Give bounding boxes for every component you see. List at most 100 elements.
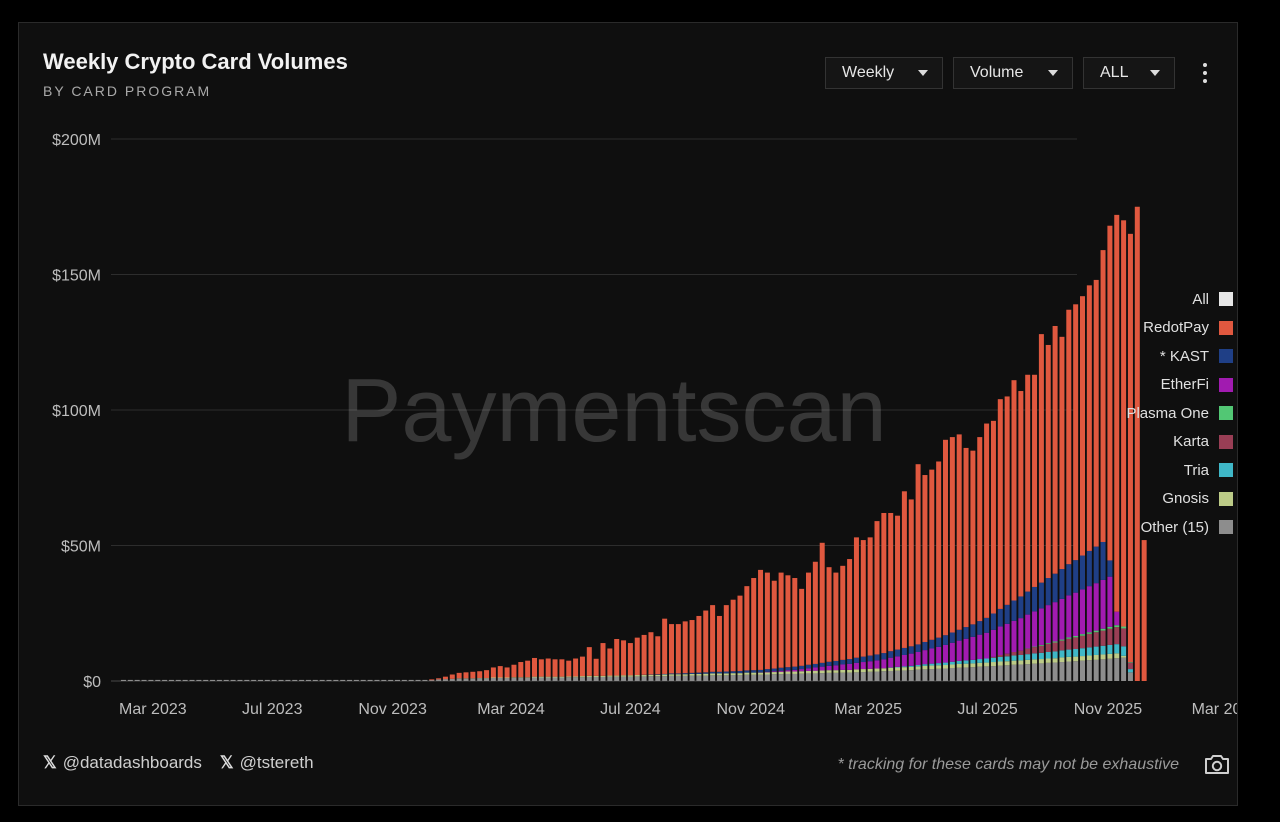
bar-stack[interactable] [1073,304,1079,681]
legend-item[interactable]: Other (15) [1126,513,1233,542]
bar-stack[interactable] [442,676,448,681]
bar-stack[interactable] [333,679,339,681]
bar-stack[interactable] [230,679,236,681]
bar-stack[interactable] [449,674,455,681]
bar-stack[interactable] [634,637,640,681]
bar-stack[interactable] [949,437,955,681]
bar-stack[interactable] [716,615,722,681]
bar-stack[interactable] [737,595,743,681]
bar-stack[interactable] [662,618,668,681]
credit-tstereth[interactable]: 𝕏 @tstereth [220,753,314,773]
bar-stack[interactable] [395,679,400,681]
credit-datadashboards[interactable]: 𝕏 @datadashboards [43,753,202,773]
bar-stack[interactable] [1086,285,1092,681]
interval-dropdown[interactable]: Weekly [825,57,943,89]
bar-stack[interactable] [901,491,907,681]
bar-stack[interactable] [566,660,572,681]
bar-stack[interactable] [956,434,962,681]
bar-stack[interactable] [216,679,222,681]
bar-stack[interactable] [895,515,901,681]
bar-stack[interactable] [121,679,126,681]
bar-stack[interactable] [415,679,421,681]
bar-stack[interactable] [237,679,243,681]
bar-stack[interactable] [675,624,681,681]
legend-item[interactable]: * KAST [1126,342,1233,371]
bar-stack[interactable] [477,671,483,681]
bar-stack[interactable] [134,679,140,681]
bar-stack[interactable] [833,572,839,681]
bar-stack[interactable] [340,679,346,681]
bar-stack[interactable] [785,575,791,681]
bar-stack[interactable] [141,679,147,681]
bar-stack[interactable] [648,632,654,681]
bar-stack[interactable] [730,599,736,681]
metric-dropdown[interactable]: Volume [953,57,1073,89]
bar-stack[interactable] [422,679,428,681]
bar-stack[interactable] [1066,309,1072,681]
bar-stack[interactable] [470,671,476,681]
bar-stack[interactable] [312,679,318,681]
bar-stack[interactable] [285,679,291,681]
bar-stack[interactable] [347,679,353,681]
bar-stack[interactable] [436,678,442,681]
bar-stack[interactable] [655,636,661,681]
bar-stack[interactable] [847,559,853,681]
bar-stack[interactable] [867,537,873,681]
bar-stack[interactable] [155,679,161,681]
bar-stack[interactable] [305,679,311,681]
bar-stack[interactable] [148,679,154,681]
bar-stack[interactable] [223,679,229,681]
bar-stack[interactable] [682,621,688,681]
bar-stack[interactable] [292,679,298,681]
legend-item[interactable]: Gnosis [1126,485,1233,514]
bar-stack[interactable] [182,679,188,681]
bar-stack[interactable] [326,679,332,681]
legend-item[interactable]: EtherFi [1126,371,1233,400]
bar-stack[interactable] [627,643,633,681]
legend-item[interactable]: Karta [1126,428,1233,457]
bar-stack[interactable] [1011,380,1017,681]
bar-stack[interactable] [881,512,887,681]
bar-stack[interactable] [401,679,407,681]
bar-stack[interactable] [1038,334,1044,681]
bar-stack[interactable] [977,437,983,681]
bar-stack[interactable] [1093,279,1099,681]
bar-stack[interactable] [915,464,921,681]
bar-stack[interactable] [203,679,209,681]
bar-stack[interactable] [1141,540,1147,681]
bar-stack[interactable] [1025,374,1031,681]
bar-stack[interactable] [710,605,716,681]
bar-stack[interactable] [1045,344,1051,681]
bar-stack[interactable] [579,656,585,681]
bar-stack[interactable] [744,586,750,681]
camera-icon[interactable] [1203,751,1231,777]
bar-stack[interactable] [860,540,866,681]
bar-stack[interactable] [196,679,202,681]
bar-stack[interactable] [764,572,770,681]
bar-stack[interactable] [908,499,914,681]
bar-stack[interactable] [874,521,880,681]
bar-stack[interactable] [168,679,174,681]
bar-stack[interactable] [278,679,284,681]
bar-stack[interactable] [922,475,928,681]
bar-stack[interactable] [819,542,825,681]
bar-stack[interactable] [888,512,894,681]
bar-stack[interactable] [703,610,709,681]
bar-stack[interactable] [614,638,620,681]
bar-stack[interactable] [853,537,859,681]
bar-stack[interactable] [1052,325,1058,681]
bar-stack[interactable] [600,643,606,681]
legend-item[interactable]: RedotPay [1126,314,1233,343]
bar-stack[interactable] [751,578,757,681]
bar-stack[interactable] [1004,396,1010,681]
bar-stack[interactable] [1100,250,1106,681]
bar-stack[interactable] [353,679,359,681]
bar-stack[interactable] [990,420,996,681]
bar-stack[interactable] [812,561,818,681]
bar-stack[interactable] [319,679,325,681]
bar-stack[interactable] [1134,206,1140,681]
bar-stack[interactable] [792,578,798,681]
bar-stack[interactable] [689,620,695,681]
bar-stack[interactable] [771,580,777,681]
bar-stack[interactable] [189,679,195,681]
